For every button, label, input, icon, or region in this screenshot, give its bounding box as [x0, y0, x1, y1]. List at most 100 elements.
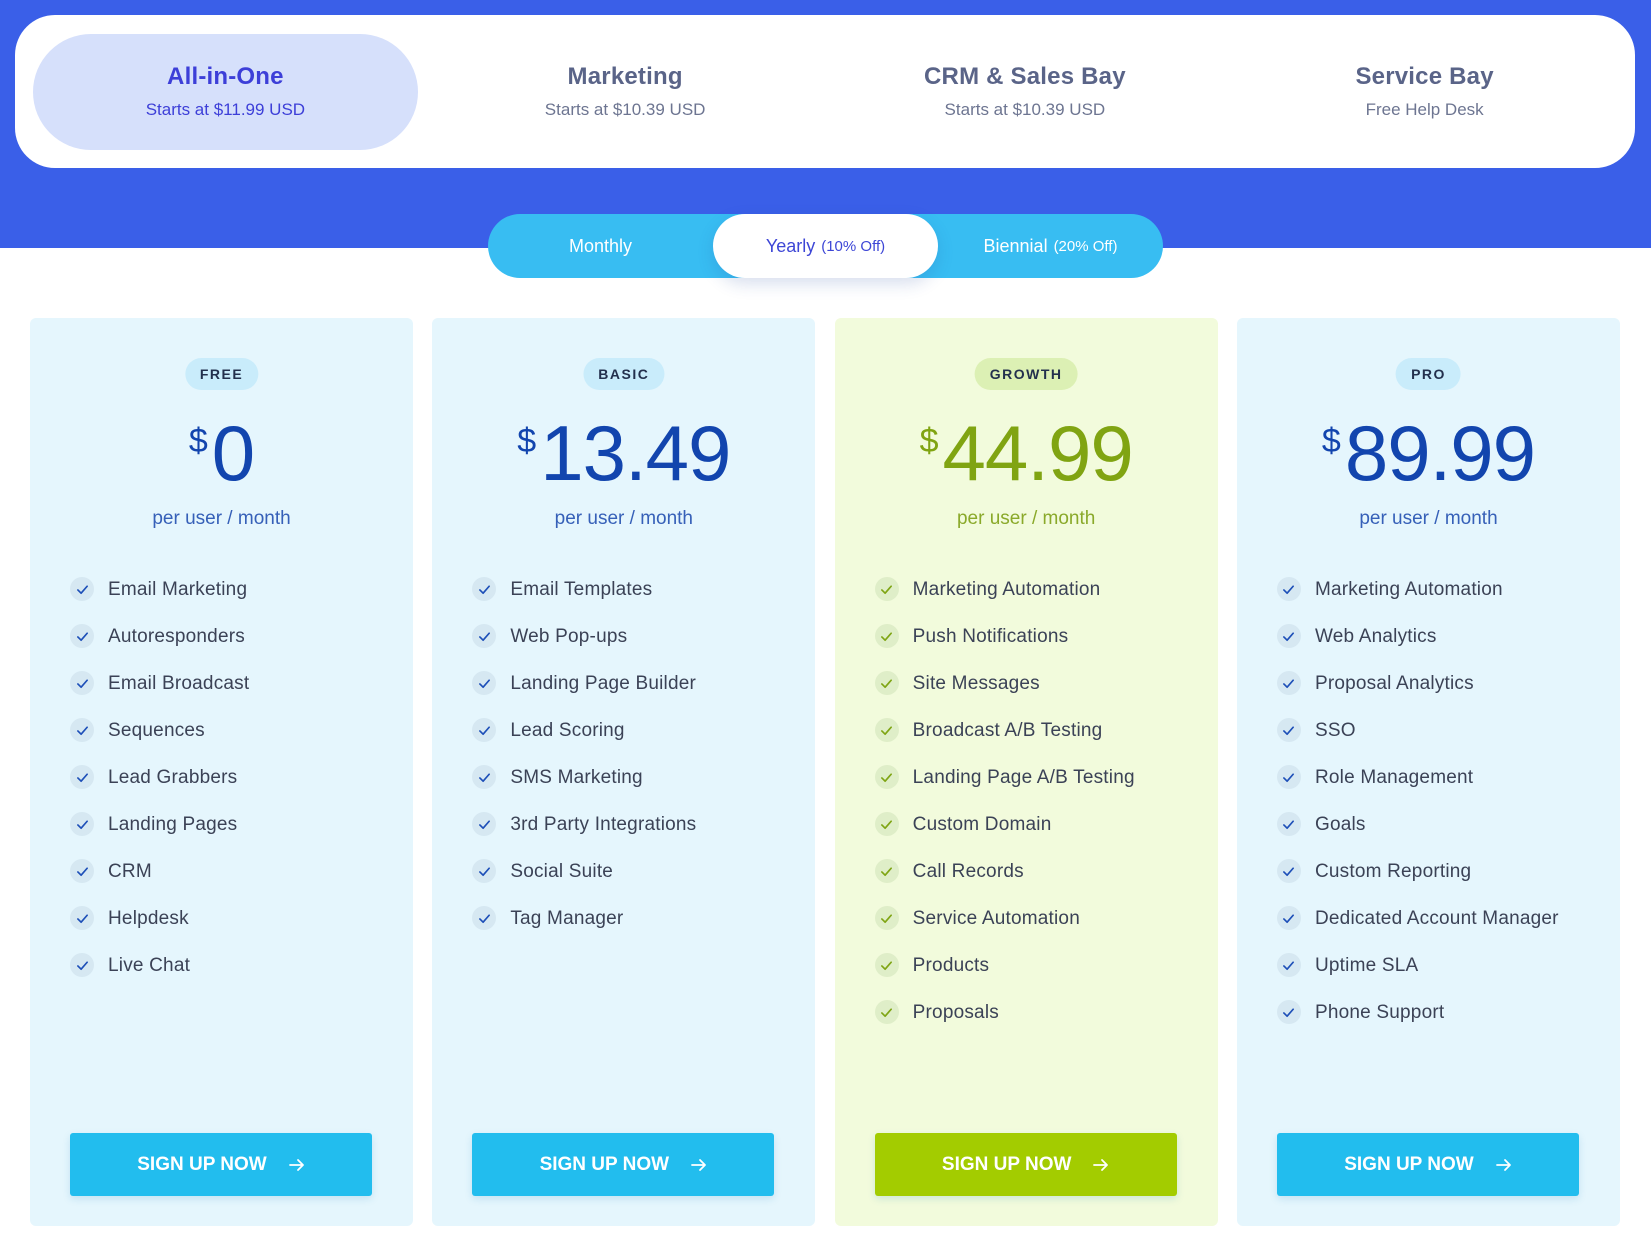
feature-label: Helpdesk — [108, 908, 189, 929]
feature-item: CRM — [70, 858, 393, 886]
feature-label: Custom Domain — [912, 814, 1052, 835]
feature-label: Proposals — [912, 1002, 999, 1023]
check-icon — [70, 906, 94, 930]
feature-label: Service Automation — [912, 908, 1080, 929]
check-icon — [472, 812, 497, 836]
feature-label: Broadcast A/B Testing — [912, 720, 1103, 741]
check-icon — [874, 812, 899, 836]
feature-label: Email Marketing — [108, 579, 248, 600]
billing-label: Yearly — [765, 235, 816, 256]
currency-symbol: $ — [1321, 422, 1341, 460]
feature-item: Landing Page A/B Testing — [874, 764, 1198, 792]
feature-label: Landing Page Builder — [510, 673, 697, 694]
feature-label: Autoresponders — [108, 626, 245, 647]
feature-item: Web Pop-ups — [472, 623, 795, 651]
billing-label: Monthly — [568, 235, 633, 256]
sign-up-label: SIGN UP NOW — [137, 1153, 267, 1175]
plan-badge: PRO — [1396, 358, 1461, 390]
check-icon — [70, 812, 94, 836]
sign-up-label: SIGN UP NOW — [1344, 1153, 1474, 1175]
feature-label: Web Pop-ups — [510, 626, 628, 647]
feature-label: Social Suite — [510, 861, 614, 882]
price-period: per user / month — [152, 508, 291, 529]
tab-all-in-one[interactable]: All-in-One Starts at $11.99 USD — [33, 33, 418, 150]
feature-label: Uptime SLA — [1314, 955, 1419, 976]
check-icon — [70, 718, 94, 742]
tab-title: All-in-One — [167, 63, 284, 90]
feature-item: Lead Scoring — [472, 717, 795, 745]
feature-item: Phone Support — [1276, 999, 1600, 1027]
billing-label: Biennial — [983, 235, 1048, 256]
plan-price: $44.99 — [835, 414, 1218, 492]
plan-card-pro: PRO $89.99 per user / month Marketing Autom… — [1236, 318, 1620, 1226]
billing-yearly-option[interactable]: Yearly (10% Off) — [713, 214, 938, 278]
feature-label: SMS Marketing — [510, 767, 643, 788]
feature-list: Email Marketing Autoresponders Email Broad… — [70, 576, 393, 999]
feature-item: Email Templates — [472, 576, 795, 604]
billing-monthly-option[interactable]: Monthly — [488, 214, 713, 278]
feature-list: Marketing Automation Push Notifications Si… — [874, 576, 1198, 1046]
price-period: per user / month — [956, 508, 1096, 529]
tab-service-bay[interactable]: Service Bay Free Help Desk — [1232, 34, 1617, 150]
price-amount: 89.99 — [1344, 409, 1536, 497]
feature-label: Marketing Automation — [912, 579, 1101, 600]
tab-marketing[interactable]: Marketing Starts at $10.39 USD — [433, 34, 818, 150]
plan-badge: BASIC — [583, 358, 665, 390]
check-icon — [874, 718, 899, 742]
plan-card-free: FREE $0 per user / month Email Marketing Aut… — [30, 318, 413, 1226]
plan-price: $0 — [30, 414, 413, 492]
check-icon — [874, 671, 899, 695]
feature-label: Lead Grabbers — [108, 767, 238, 788]
feature-label: CRM — [108, 861, 152, 882]
feature-label: 3rd Party Integrations — [510, 814, 697, 835]
feature-item: Web Analytics — [1276, 623, 1600, 651]
check-icon — [874, 953, 899, 977]
plan-price: $89.99 — [1237, 414, 1620, 492]
plan-card-growth: GROWTH $44.99 per user / month Marketing Au… — [834, 318, 1218, 1226]
check-icon — [1276, 624, 1301, 648]
billing-period-toggle: Monthly Yearly (10% Off) Biennial (20% O… — [488, 214, 1163, 278]
check-icon — [1276, 812, 1301, 836]
feature-list: Marketing Automation Web Analytics Proposa… — [1276, 576, 1600, 1046]
price-period: per user / month — [554, 508, 693, 529]
feature-label: Site Messages — [912, 673, 1040, 694]
price-amount: 13.49 — [540, 409, 731, 497]
feature-item: Proposal Analytics — [1276, 670, 1600, 698]
check-icon — [70, 859, 94, 883]
feature-item: Social Suite — [472, 858, 795, 886]
feature-item: Email Marketing — [70, 576, 393, 604]
tab-crm-sales-bay[interactable]: CRM & Sales Bay Starts at $10.39 USD — [833, 34, 1218, 150]
sign-up-button[interactable]: SIGN UP NOW — [1276, 1133, 1579, 1196]
feature-label: Role Management — [1314, 767, 1474, 788]
tab-title: CRM & Sales Bay — [924, 63, 1126, 90]
feature-item: Tag Manager — [472, 905, 795, 933]
feature-label: Custom Reporting — [1314, 861, 1472, 882]
feature-item: Sequences — [70, 717, 393, 745]
price-amount: 44.99 — [942, 409, 1134, 497]
check-icon — [70, 953, 94, 977]
feature-item: Broadcast A/B Testing — [874, 717, 1198, 745]
tab-subtitle: Starts at $10.39 USD — [944, 100, 1106, 119]
feature-list: Email Templates Web Pop-ups Landing Page B… — [472, 576, 795, 952]
feature-label: SSO — [1314, 720, 1356, 741]
feature-item: Email Broadcast — [70, 670, 393, 698]
check-icon — [874, 765, 899, 789]
feature-label: Products — [912, 955, 990, 976]
sign-up-button[interactable]: SIGN UP NOW — [874, 1133, 1177, 1196]
feature-label: Phone Support — [1314, 1002, 1445, 1023]
sign-up-button[interactable]: SIGN UP NOW — [70, 1133, 372, 1196]
feature-label: Lead Scoring — [510, 720, 625, 741]
arrow-right-icon — [1495, 1158, 1512, 1172]
feature-item: Products — [874, 952, 1198, 980]
feature-item: Live Chat — [70, 952, 393, 980]
feature-label: Goals — [1314, 814, 1366, 835]
discount-label: (10% Off) — [821, 237, 886, 255]
feature-label: Landing Page A/B Testing — [912, 767, 1135, 788]
sign-up-button[interactable]: SIGN UP NOW — [472, 1133, 775, 1196]
feature-item: Lead Grabbers — [70, 764, 393, 792]
check-icon — [874, 1000, 899, 1024]
billing-biennial-option[interactable]: Biennial (20% Off) — [938, 214, 1163, 278]
check-icon — [1276, 765, 1301, 789]
check-icon — [472, 765, 497, 789]
check-icon — [1276, 859, 1301, 883]
